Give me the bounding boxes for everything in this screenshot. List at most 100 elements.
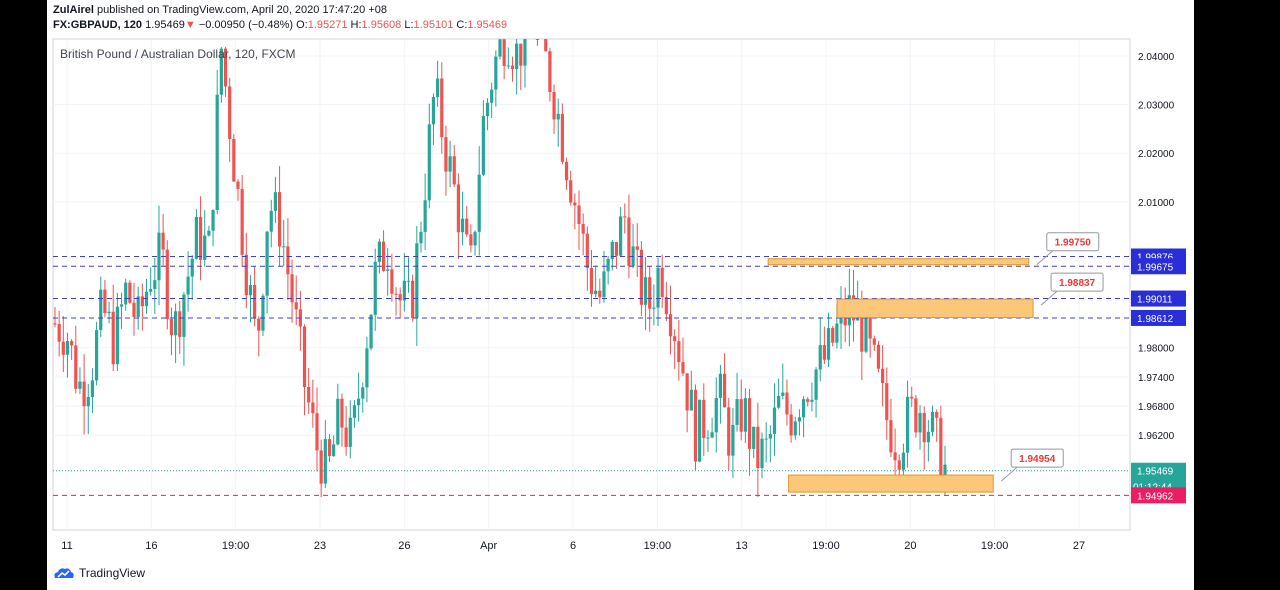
low-value: 1.95101	[413, 19, 454, 31]
candle-body	[935, 411, 939, 418]
candle-body	[922, 412, 926, 443]
candle-body	[793, 421, 797, 436]
candle-body	[361, 387, 365, 399]
candle-body	[806, 399, 810, 402]
candle-body	[573, 202, 577, 206]
candle-body	[602, 271, 606, 298]
candle-body	[510, 65, 515, 70]
candle-body	[664, 297, 668, 315]
candle-body	[169, 319, 174, 336]
candle-body	[897, 460, 901, 470]
candle-body	[747, 398, 752, 449]
price-change: −0.00950 (−0.48%)	[198, 19, 294, 31]
candle-body	[718, 373, 723, 398]
candle-body	[149, 288, 153, 292]
order-zone	[836, 298, 1034, 319]
callout-pointer	[1000, 466, 1018, 482]
candle-body	[548, 51, 552, 93]
x-tick-label: 19:00	[812, 540, 840, 552]
tradingview-logo[interactable]: TradingView	[53, 566, 145, 580]
candle-body	[814, 369, 818, 400]
y-tick-label: 1.96800	[1138, 402, 1175, 413]
candle-body	[698, 399, 702, 462]
candle-body	[668, 314, 673, 337]
level-tag	[1131, 309, 1186, 326]
candle-body	[635, 246, 639, 250]
candle-body	[390, 269, 394, 294]
candle-body	[477, 174, 481, 232]
candle-body	[881, 368, 885, 384]
candle-body	[340, 398, 344, 428]
callout-pointer	[1040, 290, 1058, 306]
tradingview-brand: TradingView	[79, 566, 146, 580]
candle-body	[456, 184, 461, 233]
candle-body	[236, 181, 240, 189]
candle-body	[639, 249, 644, 305]
candle-body	[332, 444, 336, 457]
candle-body	[207, 230, 211, 236]
candle-body	[136, 296, 140, 317]
candle-body	[365, 348, 369, 388]
candle-body	[544, 39, 548, 52]
candle-body	[731, 424, 735, 456]
candle-body	[440, 78, 444, 138]
candle-body	[265, 231, 269, 296]
candle-body	[714, 397, 718, 433]
candle-body	[831, 328, 835, 343]
author-name[interactable]: ZulAirel	[53, 4, 94, 16]
candle-body	[211, 209, 215, 231]
candle-body	[581, 223, 585, 234]
candle-body	[785, 392, 789, 415]
published-text: published on TradingView.com, April 20, …	[97, 4, 387, 16]
candle-body	[673, 336, 677, 342]
candle-body	[78, 381, 82, 389]
candle-body	[485, 102, 490, 117]
candle-body	[598, 290, 602, 298]
candle-body	[822, 345, 826, 360]
cloud-icon	[54, 568, 74, 578]
candle-body	[398, 294, 402, 301]
open-value: 1.95271	[307, 19, 348, 31]
candle-body	[53, 323, 57, 325]
order-zone	[788, 474, 994, 493]
candle-body	[777, 395, 781, 408]
candle-body	[124, 282, 128, 305]
candle-body	[94, 330, 99, 381]
candle-body	[323, 439, 327, 484]
candle-body	[427, 124, 431, 201]
candle-body	[436, 78, 440, 98]
candle-body	[182, 294, 186, 337]
candle-body	[764, 438, 768, 440]
candle-body	[772, 407, 777, 434]
candle-body	[502, 39, 506, 66]
candle-body	[623, 216, 627, 218]
candle-body	[419, 231, 423, 244]
candle-body	[614, 241, 619, 256]
candle-body	[660, 267, 664, 298]
close-value: 1.95469	[467, 19, 508, 31]
level-tag	[1131, 290, 1186, 307]
candle-body	[294, 302, 298, 310]
callout-label: 1.94954	[1019, 454, 1056, 465]
candle-body	[876, 344, 881, 369]
candle-body	[290, 274, 294, 303]
candle-body	[344, 427, 348, 447]
y-tick-label: 1.98000	[1138, 344, 1175, 355]
candle-body	[373, 261, 377, 315]
candle-body	[394, 293, 398, 295]
candle-body	[107, 311, 111, 314]
candle-body	[74, 345, 78, 389]
candle-body	[781, 392, 785, 396]
y-tick-label: 2.01000	[1138, 198, 1175, 209]
candle-body	[689, 389, 693, 411]
candle-body	[864, 313, 868, 352]
candle-body	[86, 396, 90, 407]
candle-body	[302, 326, 307, 387]
high-value: 1.95608	[361, 19, 402, 31]
candle-body	[768, 433, 772, 439]
chart-title: British Pound / Australian Dollar, 120, …	[60, 47, 295, 61]
candle-body	[619, 216, 623, 256]
candle-body	[415, 243, 419, 318]
candle-body	[577, 205, 581, 224]
